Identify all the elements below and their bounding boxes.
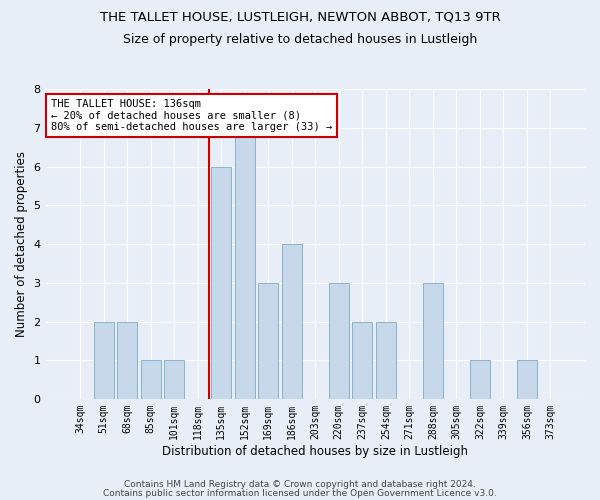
Bar (117, 322, 137, 399)
Bar (517, 360, 537, 399)
Bar (376, 322, 396, 399)
Text: Contains HM Land Registry data © Crown copyright and database right 2024.: Contains HM Land Registry data © Crown c… (124, 480, 476, 489)
Bar (94, 322, 113, 399)
X-axis label: Distribution of detached houses by size in Lustleigh: Distribution of detached houses by size … (162, 444, 468, 458)
Y-axis label: Number of detached properties: Number of detached properties (15, 151, 28, 337)
Bar (282, 244, 302, 399)
Text: THE TALLET HOUSE, LUSTLEIGH, NEWTON ABBOT, TQ13 9TR: THE TALLET HOUSE, LUSTLEIGH, NEWTON ABBO… (100, 10, 500, 23)
Bar (352, 322, 373, 399)
Text: THE TALLET HOUSE: 136sqm
← 20% of detached houses are smaller (8)
80% of semi-de: THE TALLET HOUSE: 136sqm ← 20% of detach… (51, 99, 332, 132)
Bar (258, 283, 278, 399)
Text: Contains public sector information licensed under the Open Government Licence v3: Contains public sector information licen… (103, 489, 497, 498)
Bar (211, 167, 231, 399)
Text: Size of property relative to detached houses in Lustleigh: Size of property relative to detached ho… (123, 32, 477, 46)
Bar (470, 360, 490, 399)
Bar (329, 283, 349, 399)
Bar (164, 360, 184, 399)
Bar (423, 283, 443, 399)
Bar (235, 128, 255, 399)
Bar (140, 360, 161, 399)
